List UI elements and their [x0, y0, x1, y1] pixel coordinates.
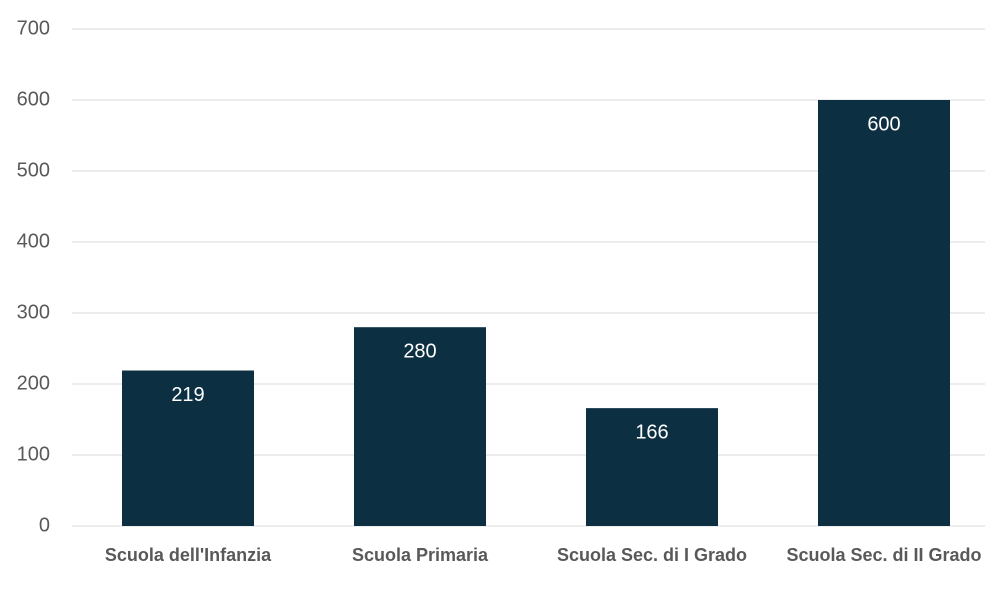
y-tick-label: 300 — [17, 301, 50, 323]
bar — [586, 408, 718, 526]
y-tick-label: 700 — [17, 17, 50, 39]
x-tick-label: Scuola Sec. di II Grado — [786, 545, 981, 565]
bar — [122, 370, 254, 526]
data-label: 280 — [403, 340, 436, 362]
y-tick-label: 600 — [17, 88, 50, 110]
y-tick-label: 100 — [17, 443, 50, 465]
data-label: 600 — [867, 113, 900, 135]
y-tick-label: 400 — [17, 230, 50, 252]
bar — [818, 100, 950, 526]
data-label: 219 — [171, 384, 204, 406]
x-tick-label: Scuola dell'Infanzia — [105, 545, 272, 565]
data-label: 166 — [635, 421, 668, 443]
y-tick-label: 0 — [39, 514, 50, 536]
y-tick-label: 200 — [17, 372, 50, 394]
y-tick-label: 500 — [17, 159, 50, 181]
bar — [354, 327, 486, 526]
x-tick-label: Scuola Primaria — [352, 545, 489, 565]
x-tick-label: Scuola Sec. di I Grado — [557, 545, 747, 565]
